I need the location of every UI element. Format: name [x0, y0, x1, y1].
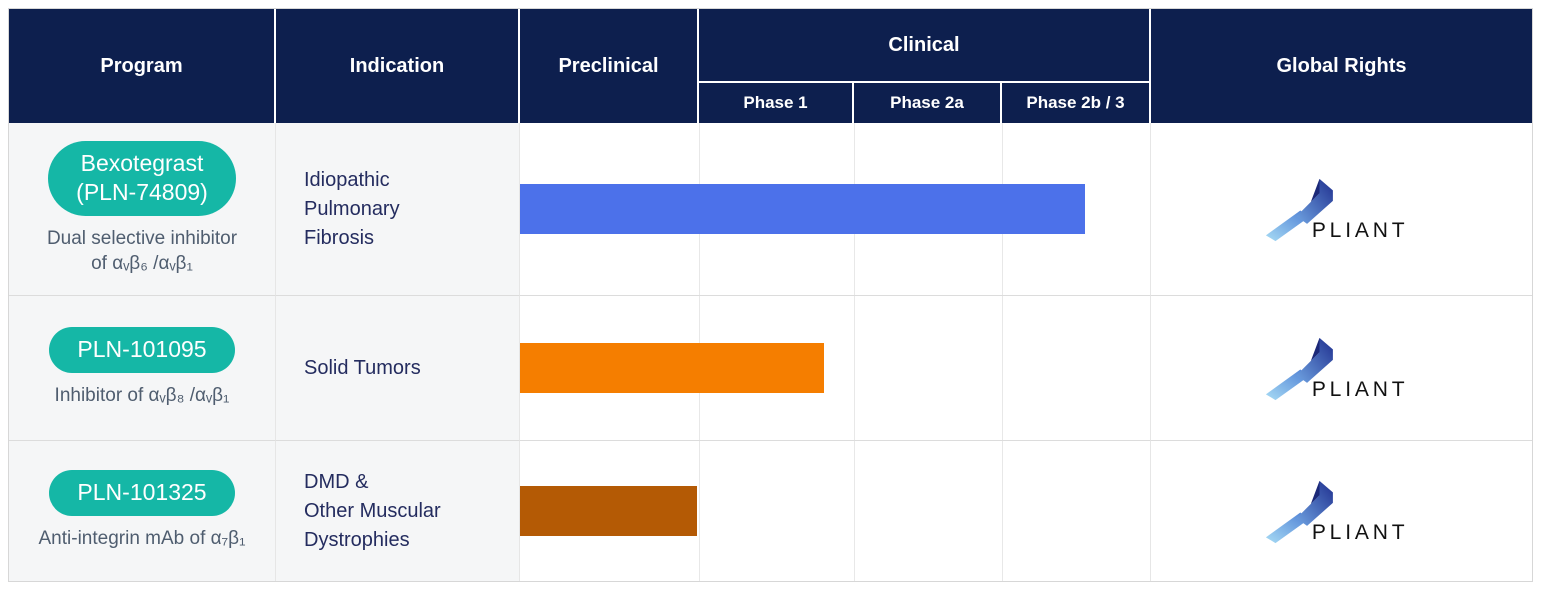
header-phase-1: Phase 1 [699, 83, 854, 123]
table-row: Bexotegrast (PLN-74809) Dual selective i… [9, 123, 1532, 296]
header-clinical-label: Clinical [888, 33, 960, 56]
indication-cell: Idiopathic Pulmonary Fibrosis [276, 123, 520, 296]
global-rights-cell: PLIANT [1151, 296, 1532, 441]
global-rights-cell: PLIANT [1151, 123, 1532, 296]
header-preclinical-label: Preclinical [558, 54, 659, 77]
stage-progress-track [520, 123, 1151, 296]
progress-bar-pln101325 [520, 486, 698, 536]
pliant-logo-icon: PLIANT [1265, 178, 1409, 242]
header-preclinical: Preclinical [520, 9, 699, 123]
progress-bar-pln101095 [520, 343, 825, 393]
program-cell-pln101095: PLN-101095 Inhibitor of αᵥβ₈ /αᵥβ₁ [9, 296, 276, 441]
pliant-logo-icon: PLIANT [1265, 337, 1409, 401]
program-cell-pln101325: PLN-101325 Anti-integrin mAb of α₇β₁ [9, 441, 276, 581]
header-global-rights: Global Rights [1151, 9, 1532, 123]
pipeline-table: Program Indication Preclinical Clinical … [8, 8, 1533, 582]
program-description: Anti-integrin mAb of α₇β₁ [38, 527, 246, 549]
stage-progress-track [520, 296, 1151, 441]
program-pill: PLN-101325 [49, 470, 235, 516]
header-clinical: Clinical [699, 9, 1151, 83]
header-global-rights-label: Global Rights [1276, 54, 1407, 77]
program-pill: PLN-101095 [49, 327, 235, 373]
indication-cell: DMD & Other Muscular Dystrophies [276, 441, 520, 581]
header-phase-2a-label: Phase 2a [890, 93, 964, 112]
table-header: Program Indication Preclinical Clinical … [9, 9, 1532, 123]
header-indication-label: Indication [349, 54, 445, 77]
program-cell-bexotegrast: Bexotegrast (PLN-74809) Dual selective i… [9, 123, 276, 296]
pliant-wordmark: PLIANT [1312, 378, 1409, 401]
header-indication: Indication [276, 9, 520, 123]
program-description: Inhibitor of αᵥβ₈ /αᵥβ₁ [54, 384, 230, 406]
pliant-wordmark: PLIANT [1312, 521, 1409, 544]
header-phase-1-label: Phase 1 [743, 93, 808, 112]
program-pill: Bexotegrast (PLN-74809) [48, 140, 236, 216]
global-rights-cell: PLIANT [1151, 441, 1532, 581]
header-phase-2b3-label: Phase 2b / 3 [1026, 93, 1125, 112]
table-row: PLN-101095 Inhibitor of αᵥβ₈ /αᵥβ₁ Solid… [9, 296, 1532, 441]
header-program: Program [9, 9, 276, 123]
progress-bar-bexotegrast [520, 184, 1086, 234]
table-row: PLN-101325 Anti-integrin mAb of α₇β₁ DMD… [9, 441, 1532, 581]
stage-progress-track [520, 441, 1151, 581]
header-phase-2b3: Phase 2b / 3 [1002, 83, 1151, 123]
pliant-wordmark: PLIANT [1312, 219, 1409, 242]
program-description: Dual selective inhibitor of αᵥβ₆ /αᵥβ₁ [46, 227, 238, 275]
header-phase-2a: Phase 2a [854, 83, 1002, 123]
pliant-logo-icon: PLIANT [1265, 480, 1409, 544]
header-program-label: Program [100, 54, 183, 77]
indication-cell: Solid Tumors [276, 296, 520, 441]
